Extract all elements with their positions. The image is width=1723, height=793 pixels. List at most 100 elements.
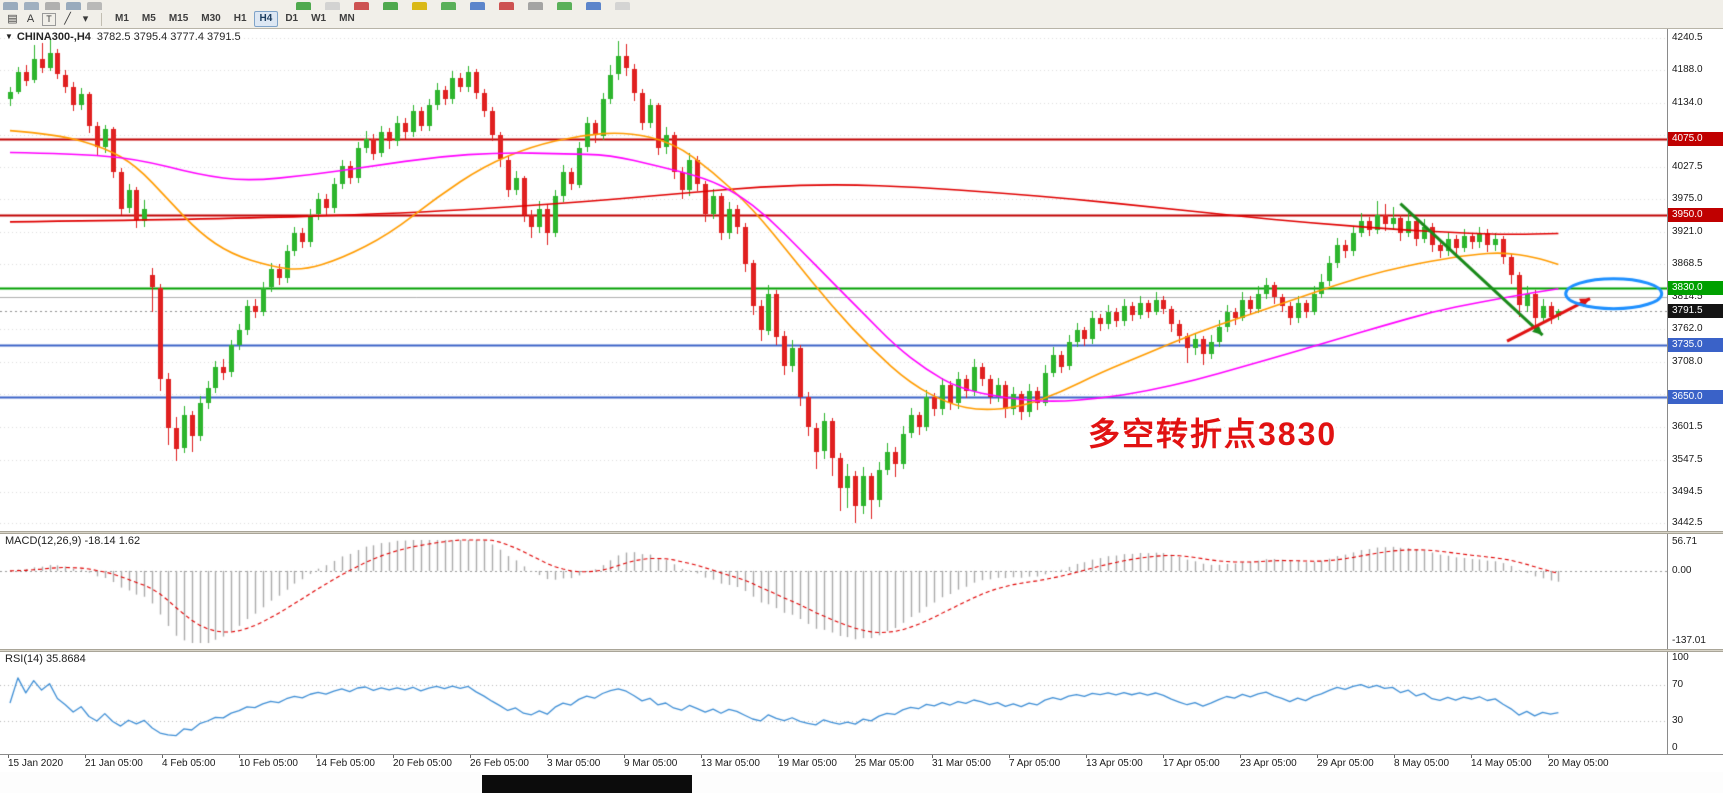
- time-axis-tick: [778, 755, 779, 758]
- macd-canvas[interactable]: [0, 534, 1667, 649]
- timeframe-button-m30[interactable]: M30: [195, 11, 226, 27]
- price-axis-label: 3814.5: [1672, 291, 1703, 303]
- clipped-toolbar-icon[interactable]: [586, 2, 601, 10]
- time-axis-label: 21 Jan 05:00: [85, 758, 143, 769]
- time-axis-tick: [1240, 755, 1241, 758]
- time-axis-label: 20 Feb 05:00: [393, 758, 452, 769]
- rsi-axis: 100 70 30 0: [1667, 652, 1723, 754]
- time-axis-tick: [470, 755, 471, 758]
- one-click-trading-icon[interactable]: ▼: [5, 32, 13, 41]
- ohlc-values: 3782.5 3795.4 3777.4 3791.5: [96, 31, 241, 43]
- price-level-badge: 3830.0: [1668, 280, 1723, 295]
- time-axis-tick: [1163, 755, 1164, 758]
- text-label-tool[interactable]: T: [42, 12, 56, 26]
- clipped-toolbar-icon[interactable]: [24, 2, 39, 10]
- time-axis-tick: [624, 755, 625, 758]
- clipped-toolbar-icon[interactable]: [354, 2, 369, 10]
- time-axis-label: 25 Mar 05:00: [855, 758, 914, 769]
- panel-resize-handle-rsi[interactable]: [0, 649, 1723, 652]
- price-axis-label: 3547.5: [1672, 453, 1703, 465]
- rsi-label: RSI(14) 35.8684: [5, 653, 86, 665]
- taskbar-fragment[interactable]: [482, 775, 692, 793]
- clipped-toolbar-icon[interactable]: [615, 2, 630, 10]
- macd-axis-label: 56.71: [1672, 535, 1698, 547]
- time-axis-label: 9 Mar 05:00: [624, 758, 678, 769]
- chart-text-annotation[interactable]: 多空转折点3830: [1088, 416, 1338, 452]
- timeframe-button-d1[interactable]: D1: [279, 11, 304, 27]
- chart-title: ▼ CHINA300-,H4 3782.5 3795.4 3777.4 3791.5: [5, 31, 241, 43]
- price-axis-label: 4134.0: [1672, 96, 1703, 108]
- clipped-toolbar-icon[interactable]: [383, 2, 398, 10]
- bottom-strip: [0, 772, 1723, 793]
- timeframe-button-h1[interactable]: H1: [228, 11, 253, 27]
- time-axis-tick: [1086, 755, 1087, 758]
- time-axis-tick: [393, 755, 394, 758]
- price-axis: 4240.5 4188.0 4134.0 4027.5 3975.0 3921.0 3868…: [1667, 29, 1723, 531]
- timeframe-button-w1[interactable]: W1: [305, 11, 332, 27]
- clipped-toolbar-icon[interactable]: [528, 2, 543, 10]
- clipped-toolbar-icon[interactable]: [296, 2, 311, 10]
- charts-toolbar: ▤ A T ╱ ▾ M1 M5 M15 M30 H1 H4 D1 W1 MN: [0, 10, 1723, 29]
- clipped-toolbar-icon[interactable]: [87, 2, 102, 10]
- price-axis-label: 3494.5: [1672, 485, 1703, 497]
- time-axis-label: 17 Apr 05:00: [1163, 758, 1220, 769]
- price-axis-label: 3708.0: [1672, 355, 1703, 367]
- time-axis-label: 14 Feb 05:00: [316, 758, 375, 769]
- macd-label: MACD(12,26,9) -18.14 1.62: [5, 535, 140, 547]
- clipped-toolbar-icon[interactable]: [499, 2, 514, 10]
- price-axis-label: 3868.5: [1672, 258, 1703, 270]
- time-axis-label: 3 Mar 05:00: [547, 758, 601, 769]
- panel-resize-handle-macd[interactable]: [0, 531, 1723, 534]
- main-toolbar-clipped-row: [0, 0, 1723, 10]
- time-axis: 15 Jan 2020 21 Jan 05:00 4 Feb 05:00 10 Feb…: [0, 754, 1723, 772]
- line-studies-tool[interactable]: ╱: [64, 12, 71, 25]
- rsi-axis-label: 100: [1672, 652, 1689, 663]
- price-level-badge: 3735.0: [1668, 338, 1723, 353]
- macd-params-label: MACD(12,26,9): [5, 535, 82, 547]
- price-axis-label: 3921.0: [1672, 226, 1703, 238]
- clipped-toolbar-icon[interactable]: [3, 2, 18, 10]
- price-axis-label: 3762.0: [1672, 322, 1703, 334]
- clipped-toolbar-icon[interactable]: [557, 2, 572, 10]
- clipped-toolbar-icon[interactable]: [66, 2, 81, 10]
- rsi-params-label: RSI(14): [5, 653, 43, 665]
- time-axis-tick: [701, 755, 702, 758]
- rsi-axis-label: 70: [1672, 679, 1684, 690]
- rsi-axis-label: 30: [1672, 715, 1684, 726]
- time-axis-label: 31 Mar 05:00: [932, 758, 991, 769]
- price-level-badge: 3950.0: [1668, 207, 1723, 222]
- time-axis-tick: [1548, 755, 1549, 758]
- text-annotation-tool[interactable]: A: [26, 12, 35, 25]
- rsi-canvas[interactable]: [0, 652, 1667, 754]
- time-axis-tick: [547, 755, 548, 758]
- clipped-toolbar-icon[interactable]: [441, 2, 456, 10]
- price-axis-label: 4027.5: [1672, 161, 1703, 173]
- timeframe-button-m1[interactable]: M1: [109, 11, 135, 27]
- time-axis-label: 13 Mar 05:00: [701, 758, 760, 769]
- time-axis-label: 10 Feb 05:00: [239, 758, 298, 769]
- clipped-toolbar-icon[interactable]: [45, 2, 60, 10]
- time-axis-label: 13 Apr 05:00: [1086, 758, 1143, 769]
- price-axis-label: 3442.5: [1672, 517, 1703, 529]
- price-axis-label: 4240.5: [1672, 31, 1703, 43]
- price-axis-label: 3975.0: [1672, 193, 1703, 205]
- time-axis-label: 19 Mar 05:00: [778, 758, 837, 769]
- dropdown-caret-icon[interactable]: ▾: [82, 12, 89, 25]
- time-axis-label: 29 Apr 05:00: [1317, 758, 1374, 769]
- clipped-toolbar-icon[interactable]: [470, 2, 485, 10]
- timeframe-button-h4[interactable]: H4: [253, 11, 279, 27]
- timeframe-button-m5[interactable]: M5: [136, 11, 162, 27]
- chart-window-icon[interactable]: ▤: [7, 12, 18, 25]
- clipped-toolbar-icon[interactable]: [412, 2, 427, 10]
- time-axis-tick: [85, 755, 86, 758]
- time-axis-tick: [162, 755, 163, 758]
- clipped-toolbar-icon[interactable]: [325, 2, 340, 10]
- timeframe-button-mn[interactable]: MN: [333, 11, 361, 27]
- time-axis-tick: [239, 755, 240, 758]
- current-price-badge: 3791.5: [1668, 304, 1723, 319]
- time-axis-tick: [855, 755, 856, 758]
- price-chart-canvas[interactable]: [0, 29, 1667, 531]
- timeframe-button-m15[interactable]: M15: [163, 11, 194, 27]
- time-axis-label: 20 May 05:00: [1548, 758, 1609, 769]
